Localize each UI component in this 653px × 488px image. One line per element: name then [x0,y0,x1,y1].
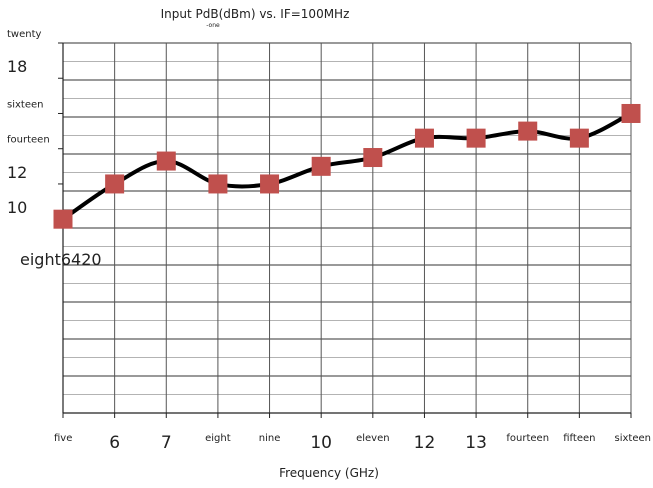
x-tick-label: sixteen [615,433,651,444]
grid [62,42,632,414]
x-tick-label: 6 [109,433,120,453]
data-point-marker [621,103,641,123]
x-tick-label: eleven [356,433,390,444]
y-tick-label: 12 [7,163,27,182]
data-point-marker [156,151,176,171]
y-tick-label: sixteen [7,99,43,110]
data-point-marker [53,209,73,229]
x-tick-label: 13 [465,433,487,453]
data-point-marker [363,148,383,168]
axes [58,42,632,418]
markers [53,103,641,229]
data-point-marker [260,174,280,194]
x-tick-label: five [54,433,72,444]
data-point-marker [414,128,434,148]
y-tick-label: 10 [7,198,27,217]
data-point-marker [105,174,125,194]
x-tick-label: 12 [414,433,436,453]
x-tick-label: nine [259,433,281,444]
x-tick-label: fourteen [506,433,549,444]
labels: twenty 18 sixteen fourteen 12 10 five 6 7 eight ni… [7,29,651,453]
x-tick-label: eight [205,433,231,444]
x-tick-label: 10 [310,433,332,453]
x-tick-label: 7 [161,433,172,453]
data-point-marker [518,121,538,141]
y-tick-label: twenty [7,29,42,40]
data-point-marker [466,128,486,148]
y-tick-label: 18 [7,57,27,76]
chart-title: Input PdB(dBm) vs. IF=100MHz [161,7,350,21]
series [61,111,633,222]
chart-title-subscript: -one [206,22,220,29]
y-tick-label: fourteen [7,135,50,146]
y-tick-overlap-label: eight6420 [20,250,102,269]
x-tick-label: fifteen [563,433,595,444]
data-point-marker [208,174,228,194]
series-line [61,111,633,222]
data-point-marker [569,128,589,148]
data-point-marker [311,156,331,176]
x-axis-label: Frequency (GHz) [279,466,379,480]
